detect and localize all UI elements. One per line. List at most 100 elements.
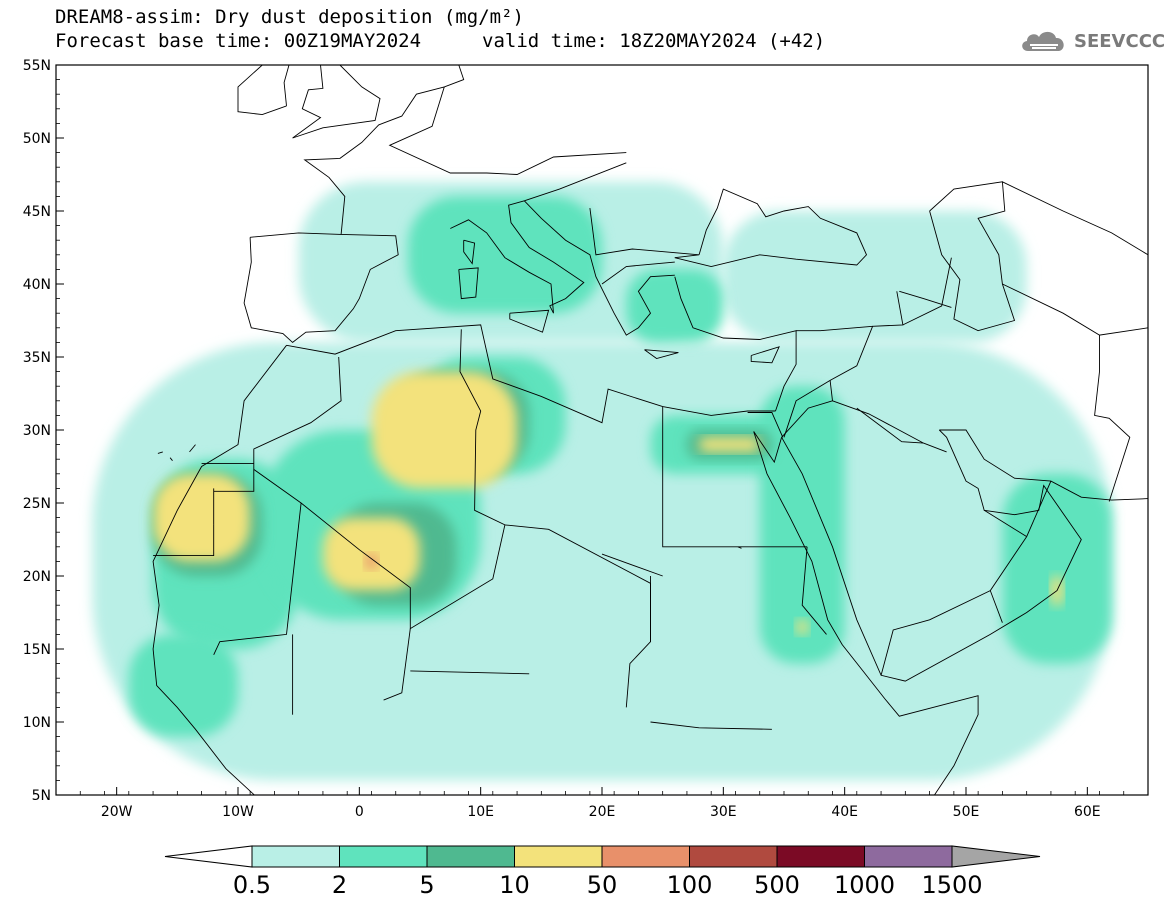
coastline-border-segment bbox=[899, 290, 952, 308]
cloud-icon bbox=[1022, 31, 1064, 51]
lon-tick-label: 20W bbox=[101, 804, 133, 820]
coastline-border-segment bbox=[1002, 283, 1148, 336]
coastline-border-segment bbox=[213, 502, 302, 655]
coastline-border-segment bbox=[253, 329, 506, 630]
lon-tick-label: 60E bbox=[1074, 804, 1101, 820]
coastline-border-segment bbox=[153, 524, 215, 557]
coastline-border-segment bbox=[601, 261, 675, 285]
coastline-border-segment bbox=[650, 721, 772, 730]
coastline-border-segment bbox=[213, 469, 255, 492]
coastline-border-segment bbox=[292, 65, 324, 139]
map-title: DREAM8-assim: Dry dust deposition (mg/m²… bbox=[55, 6, 524, 28]
colorbar-label: 10 bbox=[499, 871, 530, 899]
lon-tick-label: 10E bbox=[467, 804, 494, 820]
colorbar-swatch bbox=[864, 845, 953, 868]
coastline-border-segment bbox=[524, 162, 627, 202]
coastline-border-segment bbox=[1026, 480, 1052, 537]
colorbar-label: 100 bbox=[667, 871, 713, 899]
coastline-border-segment bbox=[410, 670, 530, 675]
coastline-border-segment bbox=[169, 457, 173, 461]
colorbar-swatch bbox=[426, 845, 515, 868]
map-subtitle: Forecast base time: 00Z19MAY2024 valid ti… bbox=[55, 30, 825, 52]
lon-tick-label: 40E bbox=[831, 804, 858, 820]
lon-tick-label: 0 bbox=[355, 804, 364, 820]
coastline-border-segment bbox=[856, 407, 924, 444]
seevccc-logo: SEEVCCC bbox=[1018, 26, 1165, 56]
coastline-border-segment bbox=[292, 65, 381, 139]
logo-text: SEEVCCC bbox=[1074, 30, 1165, 52]
coastline-border-segment bbox=[388, 86, 627, 175]
coastline-border-segment bbox=[662, 406, 808, 548]
colorbar: 0.5 2 5 10 50 100 500 1000 1500 bbox=[164, 845, 1041, 899]
coastline-border-segment bbox=[983, 509, 1027, 537]
colorbar-label: 500 bbox=[754, 871, 800, 899]
colorbar-swatch bbox=[776, 845, 865, 868]
coastline-border-segment bbox=[674, 188, 868, 267]
lat-tick-label: 5N bbox=[32, 788, 51, 804]
lon-tick-label: 10W bbox=[222, 804, 254, 820]
dust-level-1-region bbox=[1002, 473, 1112, 664]
colorbar-label: 0.5 bbox=[233, 871, 271, 899]
dust-level-3-region bbox=[796, 619, 809, 635]
coastline-border-segment bbox=[1094, 335, 1131, 502]
dust-level-3-region bbox=[699, 437, 760, 452]
coastline-border-segment bbox=[152, 345, 287, 795]
coastline-border-segment bbox=[1002, 181, 1148, 256]
coastline-border-segment bbox=[747, 412, 784, 438]
coastline-border-segment bbox=[509, 309, 550, 333]
coastline-border-segment bbox=[286, 324, 776, 424]
colorbar-label: 1000 bbox=[834, 871, 895, 899]
lon-tick-label: 50E bbox=[953, 804, 980, 820]
lon-tick-label: 20E bbox=[589, 804, 616, 820]
lat-tick-label: 50N bbox=[23, 131, 51, 147]
coastline-border-segment bbox=[753, 431, 783, 464]
forecast-base-time: Forecast base time: 00Z19MAY2024 bbox=[55, 30, 422, 52]
coastline-border-segment bbox=[450, 200, 585, 314]
coastline-border-segment bbox=[303, 65, 465, 235]
dust-level-1-region bbox=[407, 196, 602, 314]
lat-tick-label: 30N bbox=[23, 423, 51, 439]
dust-deposition-layer bbox=[92, 181, 1112, 781]
lat-tick-label: 15N bbox=[23, 642, 51, 658]
lat-tick-label: 25N bbox=[23, 496, 51, 512]
coastline-border-segment bbox=[737, 546, 742, 549]
coastline-border-segment bbox=[601, 553, 663, 577]
colorbar-label: 2 bbox=[332, 871, 347, 899]
dust-level-1-region bbox=[626, 269, 724, 343]
colorbar-swatch bbox=[689, 845, 778, 868]
lat-tick-label: 55N bbox=[23, 58, 51, 74]
colorbar-label: 50 bbox=[587, 871, 618, 899]
coastline-border-segment bbox=[781, 429, 1082, 682]
coastline-border-segment bbox=[880, 590, 991, 676]
coastline-border-segment bbox=[796, 325, 873, 332]
dust-level-1-region bbox=[759, 386, 845, 664]
lon-tick-label: 30E bbox=[710, 804, 737, 820]
coastline-border-segment bbox=[753, 431, 979, 795]
coastline-border-segment bbox=[644, 349, 679, 359]
coastline-border-segment bbox=[832, 400, 947, 453]
valid-time: valid time: 18Z20MAY2024 (+42) bbox=[482, 30, 826, 52]
coastline-border-segment bbox=[589, 208, 700, 259]
lat-tick-label: 45N bbox=[23, 204, 51, 220]
colorbar-over-triangle bbox=[951, 845, 1041, 868]
coastline-border-segment bbox=[243, 232, 399, 343]
dust-level-3-region bbox=[371, 371, 518, 489]
lat-tick-label: 35N bbox=[23, 350, 51, 366]
coastline-border-segment bbox=[781, 380, 833, 438]
coastline-border-segment bbox=[939, 429, 1148, 501]
colorbar-swatch bbox=[339, 845, 428, 868]
coastlines-and-borders bbox=[152, 65, 1148, 795]
colorbar-under-triangle bbox=[164, 845, 253, 868]
dust-level-0-region bbox=[723, 211, 1027, 343]
lat-tick-label: 40N bbox=[23, 277, 51, 293]
coastline-border-segment bbox=[674, 276, 797, 412]
coastline-border-segment bbox=[383, 628, 411, 701]
coastline-border-segment bbox=[157, 451, 163, 454]
colorbar-label: 5 bbox=[419, 871, 434, 899]
coastline-border-segment bbox=[463, 239, 476, 265]
coastline-border-segment bbox=[237, 65, 290, 116]
coastline-border-segment bbox=[750, 346, 780, 364]
longitude-axis: 20W 10W 0 10E 20E 30E 40E 50E 60E bbox=[55, 787, 1149, 820]
dust-level-4-region bbox=[365, 554, 378, 569]
